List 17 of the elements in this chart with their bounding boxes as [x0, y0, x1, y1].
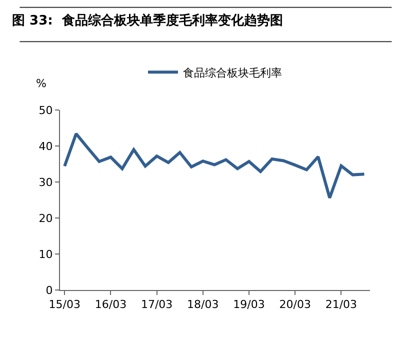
x-tick-label: 19/03 [233, 298, 265, 312]
y-tick-label: 20 [38, 212, 53, 225]
y-tick-label: 10 [38, 248, 53, 261]
x-tick-label: 18/03 [187, 298, 219, 312]
y-tick-label: 40 [38, 140, 53, 153]
x-tick-label: 20/03 [279, 298, 311, 312]
y-tick-label: 0 [46, 284, 53, 297]
chart-title: 图 33: 食品综合板块单季度毛利率变化趋势图 [12, 12, 283, 28]
line-series [63, 132, 366, 200]
y-tick-label: 50 [38, 104, 53, 117]
x-tick-label: 17/03 [140, 298, 173, 312]
legend-label: 食品综合板块毛利率 [183, 66, 282, 80]
x-tick-label: 15/03 [48, 298, 80, 312]
y-axis-title: % [36, 77, 46, 90]
y-tick-label: 30 [38, 176, 53, 189]
x-tick-label: 21/03 [325, 298, 358, 312]
x-tick-label: 16/03 [94, 298, 127, 312]
